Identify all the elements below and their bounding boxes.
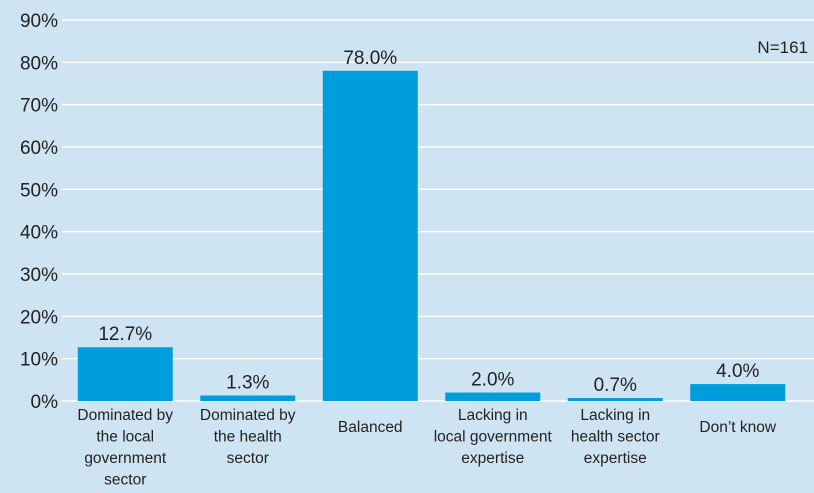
category-label: Dominated by the health sector — [200, 407, 296, 467]
category-label: Lacking in local government expertise — [434, 407, 553, 467]
category-label-line: government — [84, 450, 167, 467]
data-labels: 12.7% 1.3% 78.0% 2.0% 0.7% 4.0% — [98, 48, 759, 396]
y-axis-ticks: 0% 10% 20% 30% 40% 50% 60% 70% 80% 90% — [20, 11, 58, 413]
bars — [77, 70, 786, 402]
category-label-line: Lacking in — [458, 407, 528, 424]
category-label-line: health sector — [571, 429, 660, 446]
category-label: Don’t know — [699, 419, 776, 436]
data-label: 4.0% — [716, 361, 759, 382]
y-tick-label: 70% — [20, 96, 58, 117]
category-label-line: sector — [104, 472, 146, 489]
data-label: 1.3% — [226, 372, 269, 393]
category-label-line: expertise — [584, 450, 647, 467]
y-tick-label: 20% — [20, 307, 58, 328]
bar — [200, 395, 296, 401]
category-label-line: the local — [96, 429, 154, 446]
data-label: 2.0% — [471, 370, 514, 391]
y-tick-label: 60% — [20, 138, 58, 159]
y-tick-label: 50% — [20, 180, 58, 201]
category-label: Dominated by the local government sector — [77, 407, 173, 489]
bar — [567, 398, 663, 401]
bar — [322, 70, 418, 402]
category-label-line: Lacking in — [580, 407, 650, 424]
category-label-line: Balanced — [338, 419, 403, 436]
category-label-line: Dominated by — [200, 407, 296, 424]
category-label-line: sector — [227, 450, 269, 467]
y-tick-label: 30% — [20, 265, 58, 286]
category-label: Balanced — [338, 419, 403, 436]
bar — [445, 392, 541, 401]
data-label: 78.0% — [343, 48, 397, 69]
y-tick-label: 40% — [20, 223, 58, 244]
y-tick-label: 10% — [20, 350, 58, 371]
category-label-line: Don’t know — [699, 419, 776, 436]
y-tick-label: 80% — [20, 53, 58, 74]
category-label: Lacking in health sector expertise — [571, 407, 660, 467]
category-label-line: local government — [434, 429, 553, 446]
bar — [77, 347, 173, 401]
category-labels: Dominated by the local government sectorDom… — [77, 407, 776, 489]
category-label-line: the health — [214, 429, 282, 446]
gridlines — [62, 19, 814, 402]
bar — [690, 384, 786, 401]
sample-size-annotation: N=161 — [757, 38, 808, 57]
category-label-line: expertise — [461, 450, 524, 467]
category-label-line: Dominated by — [77, 407, 173, 424]
data-label: 12.7% — [98, 324, 152, 345]
y-tick-label: 90% — [20, 11, 58, 32]
y-tick-label: 0% — [31, 392, 59, 413]
data-label: 0.7% — [594, 375, 637, 396]
